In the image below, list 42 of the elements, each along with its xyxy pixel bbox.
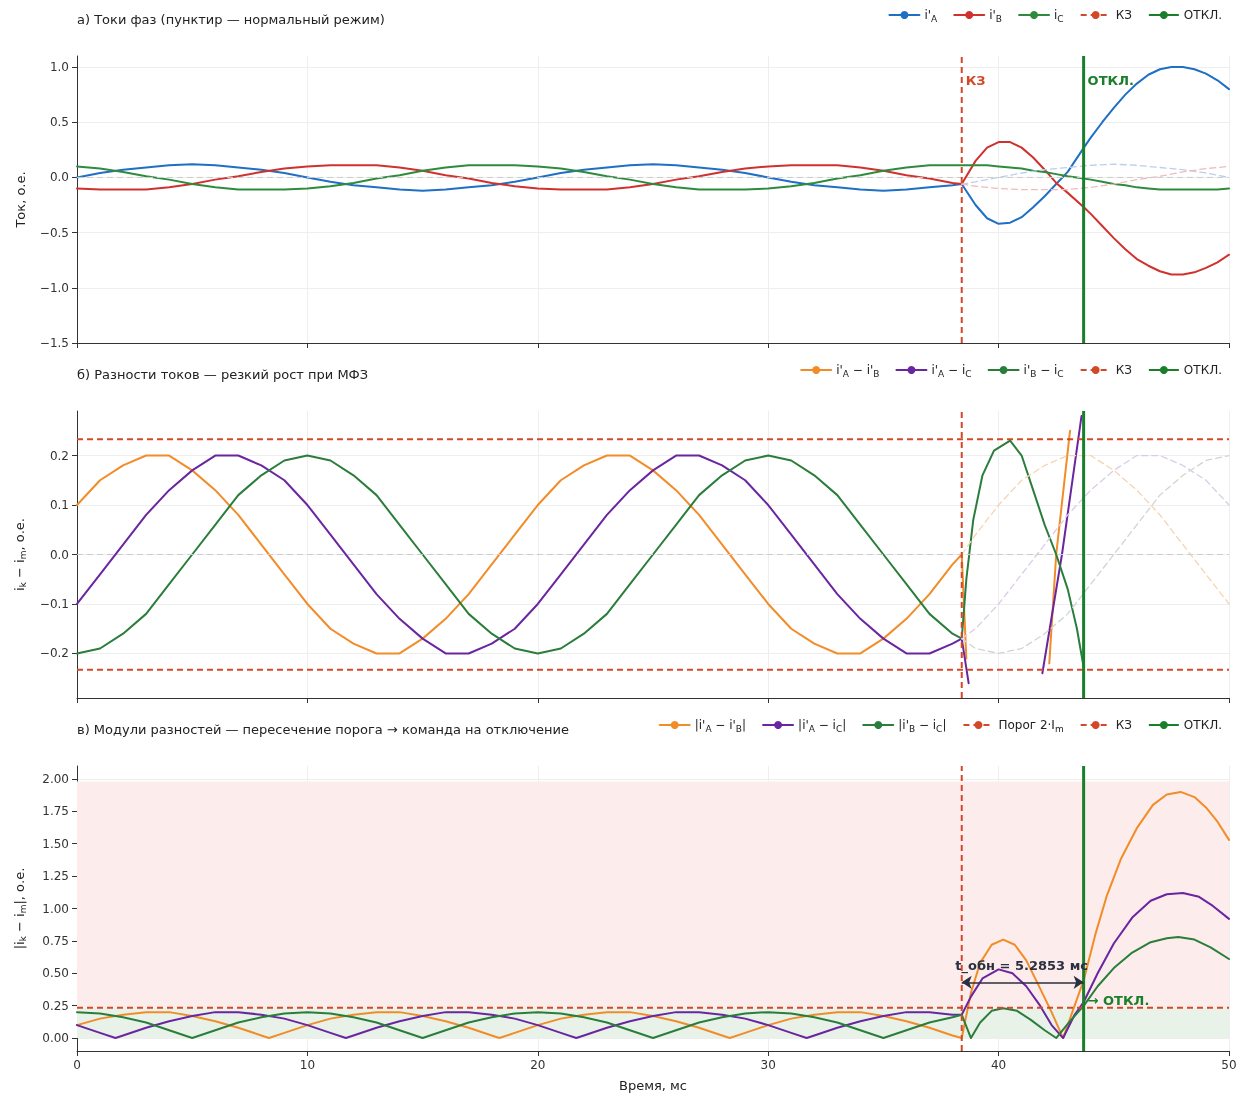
y-tick-label: 1.75 xyxy=(42,804,69,819)
y-tick-label: −0.2 xyxy=(39,646,69,661)
annotation: → ОТКЛ. xyxy=(1087,992,1150,1008)
y-tick-label: −0.1 xyxy=(39,596,69,611)
y-tick-label: 0.25 xyxy=(42,998,69,1013)
legend-label: ОТКЛ. xyxy=(1183,363,1223,377)
y-tick-label: 0.5 xyxy=(49,115,69,130)
chart-title: в) Модули разностей — пересечение порога → команда на отключение xyxy=(77,722,569,737)
y-tick-label: −1.5 xyxy=(39,336,69,350)
y-axis-title: Ток, о.е. xyxy=(13,171,28,229)
legend-label: КЗ xyxy=(1115,363,1132,377)
x-tick-label: 0 xyxy=(73,1058,81,1072)
y-tick-label: 0.0 xyxy=(49,547,69,562)
y-tick-label: 1.00 xyxy=(42,901,69,916)
legend-label: КЗ xyxy=(1115,718,1132,732)
y-tick-label: 1.25 xyxy=(42,869,69,884)
y-axis-title: ik − im, о.е. xyxy=(11,518,28,591)
annotation: КЗ xyxy=(965,72,986,88)
y-tick-label: 0.00 xyxy=(42,1031,69,1046)
x-tick-label: 20 xyxy=(530,1058,546,1072)
y-tick-label: 0.50 xyxy=(42,966,69,981)
y-tick-label: 0.75 xyxy=(42,933,69,948)
y-tick-label: 1.0 xyxy=(49,60,69,75)
chart-title: б) Разности токов — резкий рост при МФЗ xyxy=(77,367,369,382)
x-axis-title: Время, мс xyxy=(618,1078,688,1093)
x-tick-label: 10 xyxy=(299,1058,316,1072)
y-tick-label: −0.5 xyxy=(39,225,69,240)
legend-label: ОТКЛ. xyxy=(1183,718,1223,732)
y-tick-label: −1.0 xyxy=(39,280,69,295)
y-tick-label: 0.0 xyxy=(49,170,69,185)
y-tick-label: 2.00 xyxy=(42,771,69,786)
legend-label: КЗ xyxy=(1115,8,1132,22)
x-tick-label: 50 xyxy=(1221,1058,1237,1072)
y-axis-title: |ik − im|, о.е. xyxy=(11,867,28,950)
legend-label: ОТКЛ. xyxy=(1183,8,1223,22)
y-tick-label: 1.50 xyxy=(42,836,69,851)
y-tick-label: 0.2 xyxy=(49,448,69,463)
chart-title: а) Токи фаз (пунктир — нормальный режим) xyxy=(77,12,385,27)
y-tick-label: 0.1 xyxy=(49,498,69,513)
annotation: ОТКЛ. xyxy=(1087,72,1134,88)
x-tick-label: 40 xyxy=(990,1058,1007,1072)
x-tick-label: 30 xyxy=(760,1058,776,1072)
